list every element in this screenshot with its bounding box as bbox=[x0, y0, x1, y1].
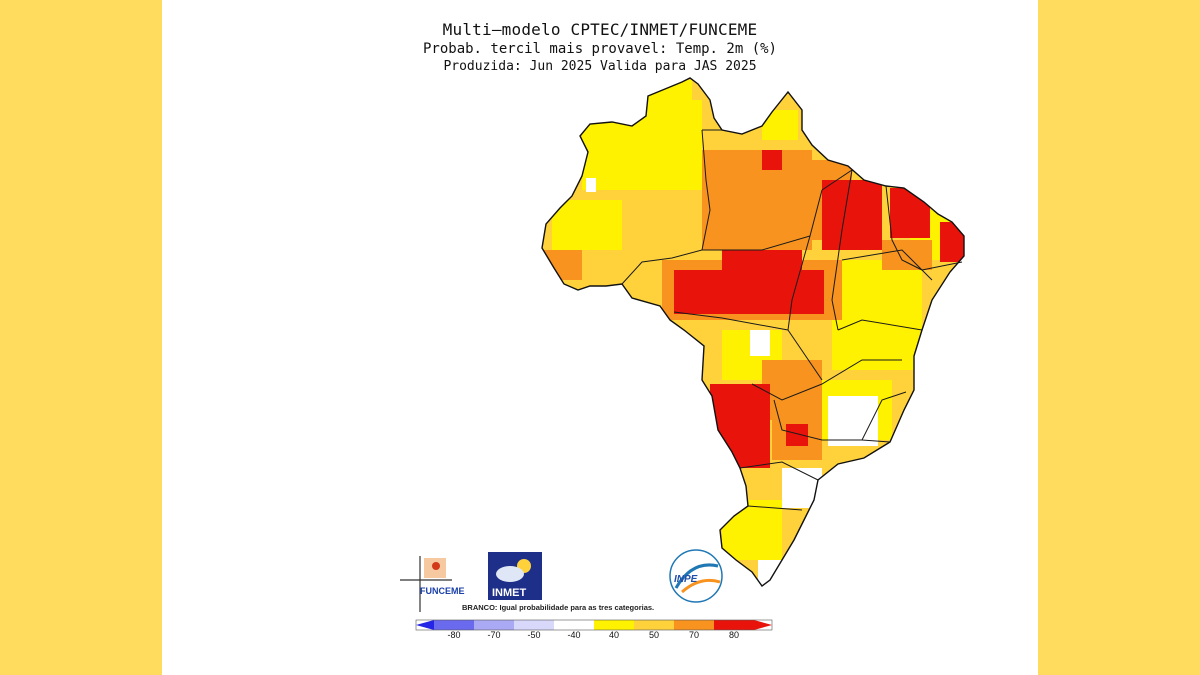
legend-tick-label: -40 bbox=[567, 630, 581, 640]
legend-tick-label: 40 bbox=[608, 630, 620, 640]
cloud-icon bbox=[496, 566, 524, 582]
inmet-logo: INMET bbox=[488, 552, 542, 600]
legend-swatch bbox=[474, 620, 514, 630]
state-border bbox=[841, 249, 933, 281]
legend-swatch bbox=[634, 620, 674, 630]
inmet-logo-text: INMET bbox=[492, 587, 527, 599]
state-border bbox=[747, 505, 803, 511]
legend-swatch bbox=[434, 620, 474, 630]
inpe-logo: INPE bbox=[669, 549, 723, 603]
swoosh-icon bbox=[674, 563, 719, 589]
zone-40 bbox=[832, 260, 922, 370]
state-border bbox=[739, 461, 819, 481]
map-titles: Multi–modelo CPTEC/INMET/FUNCEME Probab.… bbox=[162, 20, 1038, 75]
map-production-info: Produzida: Jun 2025 Valida para JAS 2025 bbox=[443, 59, 757, 74]
map-subtitle: Probab. tercil mais provavel: Temp. 2m (… bbox=[422, 41, 777, 57]
state-border bbox=[921, 261, 963, 271]
forecast-panel: Multi–modelo CPTEC/INMET/FUNCEME Probab.… bbox=[162, 0, 1038, 675]
legend-tick-label: -70 bbox=[487, 630, 501, 640]
funceme-logo-text: FUNCEME bbox=[420, 586, 465, 596]
inpe-logo-text: INPE bbox=[674, 574, 698, 585]
state-border bbox=[773, 399, 891, 443]
state-border bbox=[861, 391, 907, 441]
legend-swatch bbox=[714, 620, 754, 630]
zone-80 bbox=[786, 424, 808, 446]
zone-40 bbox=[552, 200, 622, 250]
map-title: Multi–modelo CPTEC/INMET/FUNCEME bbox=[442, 20, 758, 39]
legend-arrow-right bbox=[754, 620, 772, 630]
zone-neutral bbox=[750, 330, 770, 356]
legend-tick-label: 50 bbox=[648, 630, 660, 640]
state-border bbox=[885, 185, 923, 271]
legend-colorbar bbox=[415, 619, 773, 631]
legend-tick-label: 70 bbox=[688, 630, 700, 640]
state-borders bbox=[621, 129, 963, 511]
zone-80 bbox=[710, 384, 770, 468]
zone-80 bbox=[822, 180, 882, 250]
funceme-logo: FUNCEME bbox=[400, 556, 465, 612]
state-border bbox=[751, 359, 902, 401]
state-border bbox=[702, 189, 823, 251]
state-border bbox=[673, 311, 789, 331]
zone-40 bbox=[762, 110, 798, 140]
legend-frame bbox=[415, 619, 773, 631]
brazil-map: FUNCEME INMET INPE bbox=[400, 77, 965, 631]
legend-note: BRANCO: Igual probabilidade para as tres… bbox=[462, 603, 655, 612]
state-border bbox=[787, 235, 823, 381]
zone-80 bbox=[762, 150, 782, 170]
swoosh-icon bbox=[681, 578, 721, 594]
legend-swatch bbox=[514, 620, 554, 630]
legend-arrow-left bbox=[416, 620, 434, 630]
legend-tick-label: -80 bbox=[447, 630, 461, 640]
zone-40 bbox=[632, 80, 692, 120]
zone-70 bbox=[542, 250, 582, 280]
legend-swatch bbox=[594, 620, 634, 630]
zone-80 bbox=[890, 188, 930, 238]
legend-tick-label: -50 bbox=[527, 630, 541, 640]
state-border bbox=[837, 319, 923, 331]
zone-40 bbox=[722, 500, 782, 560]
legend-swatch bbox=[674, 620, 714, 630]
state-border bbox=[831, 169, 853, 331]
zone-80 bbox=[940, 222, 964, 262]
state-border bbox=[821, 169, 853, 191]
zone-neutral bbox=[828, 396, 878, 446]
legend-tick-label: 80 bbox=[728, 630, 740, 640]
inpe-logo-ring bbox=[669, 549, 723, 603]
sun-icon bbox=[432, 562, 440, 570]
zone-neutral bbox=[586, 178, 596, 192]
zone-80 bbox=[722, 250, 802, 280]
legend-swatch bbox=[554, 620, 594, 630]
zone-70 bbox=[702, 150, 812, 250]
probability-field bbox=[542, 80, 964, 586]
